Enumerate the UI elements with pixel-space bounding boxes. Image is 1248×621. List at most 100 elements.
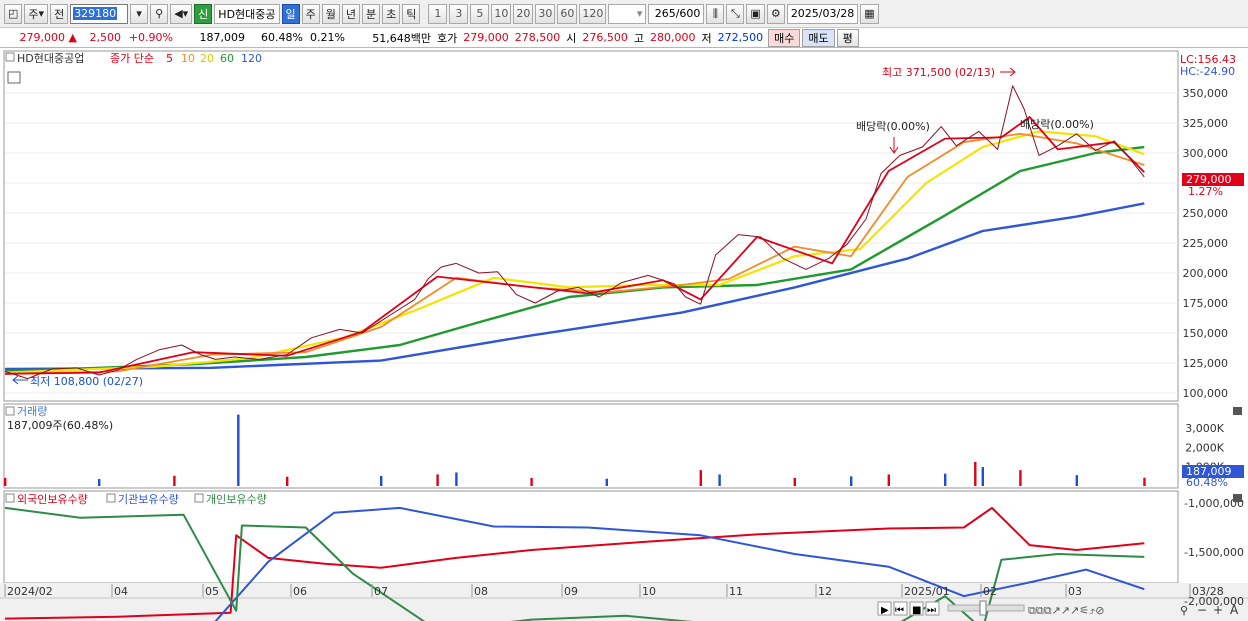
interval-3[interactable]: 3 [449, 3, 469, 24]
interval-120[interactable]: 120 [579, 3, 607, 24]
volume-panel-frame [3, 403, 1179, 489]
holdings-panel-close-icon[interactable] [1233, 494, 1242, 502]
holdings-tick-label: -2,000,000 [1184, 595, 1244, 608]
volume-bar [1019, 470, 1022, 486]
draw-tool-icon[interactable]: ⤡ [726, 3, 745, 24]
series-lines [4, 85, 1145, 621]
last-icon: ⏭ [927, 605, 936, 616]
holdings-tick-label: -1,000,000 [1184, 497, 1244, 510]
sound-icon[interactable]: ◀▾ [170, 3, 193, 24]
x-axis: 2024/02 04 05 06 07 08 09 10 11 12 2025/01 02 03 03/2… [4, 584, 1224, 598]
zoom-search-icon[interactable]: ⚲ [1180, 604, 1188, 617]
volume-bar [718, 474, 721, 486]
volume-tag-value: 187,009 [1186, 465, 1232, 478]
chart-menu-icon[interactable]: ◰ [4, 3, 23, 24]
interval-10[interactable]: 10 [491, 3, 512, 24]
period-week[interactable]: 주 [301, 3, 320, 24]
zoom-in-icon[interactable]: + [1213, 603, 1223, 617]
grid-lines [5, 92, 1178, 394]
prev-button[interactable]: 전 [50, 3, 69, 24]
candle-type-icon[interactable]: ⫼ [706, 3, 725, 24]
interval-dropdown[interactable]: ▾ [608, 3, 647, 24]
price-tag: 279,000 1.27% [1182, 173, 1244, 198]
x-tick-label: 04 [114, 585, 128, 598]
price-line [4, 85, 1145, 380]
foreign-holding-line [4, 506, 1145, 620]
quote-volume-ratio: 60.48% [261, 31, 303, 44]
annotation-low-arrow [12, 375, 28, 385]
period-tick[interactable]: 틱 [402, 3, 421, 24]
volume-bar [98, 479, 101, 486]
legend-institution: 기관보유수량 [118, 493, 179, 506]
holdings-box-icon-2 [106, 493, 116, 503]
interval-30[interactable]: 30 [535, 3, 556, 24]
interval-5[interactable]: 5 [470, 3, 490, 24]
eval-button[interactable]: 평 [836, 28, 859, 47]
period-month[interactable]: 월 [321, 3, 340, 24]
price-tick-label: 200,000 [1183, 267, 1229, 280]
price-tag-bg [1182, 173, 1244, 186]
quote-change: 2,500 [89, 31, 122, 44]
stop-icon: ■ [912, 605, 921, 616]
volume-bar [173, 475, 176, 486]
holdings-box-icon-3 [194, 493, 204, 503]
period-minute[interactable]: 분 [362, 3, 381, 24]
stock-code-value: 329180 [73, 7, 118, 20]
stop-button[interactable] [909, 601, 924, 616]
ma120-line [4, 202, 1145, 371]
legend-ma60: 60 [220, 52, 234, 65]
legend-box-icon [5, 52, 15, 62]
price-tick-label: 325,000 [1183, 117, 1229, 130]
grid-toggle-icon[interactable] [7, 71, 21, 84]
search-icon[interactable]: ⚲ [150, 3, 169, 24]
gear-icon[interactable]: ⚙ [766, 3, 785, 24]
period-day[interactable]: 일 [281, 3, 300, 24]
quote-high-label: 고 [633, 31, 644, 45]
zoom-out-icon[interactable]: − [1197, 603, 1207, 617]
institution-holding-line [214, 506, 1145, 621]
period-second[interactable]: 초 [382, 3, 401, 24]
holdings-tick-label: -1,500,000 [1184, 546, 1244, 559]
volume-bar [237, 414, 240, 486]
price-tick-label: 125,000 [1183, 357, 1229, 370]
volume-bar [436, 474, 439, 486]
buy-button[interactable]: 매수 [768, 28, 801, 47]
volume-bar [455, 472, 458, 486]
volume-tick-label: 3,000K [1185, 422, 1224, 435]
interval-60[interactable]: 60 [557, 3, 578, 24]
first-button[interactable] [893, 601, 908, 616]
annotation-dividend-1: 배당락(0.00%) [856, 120, 930, 133]
volume-panel-close-icon[interactable] [1233, 407, 1242, 415]
market-type-select[interactable]: 주 ▾ [24, 3, 49, 24]
font-size-icon[interactable]: A [1230, 603, 1239, 617]
code-dropdown-icon[interactable]: ▾ [130, 3, 149, 24]
interval-1[interactable]: 1 [428, 3, 448, 24]
quote-ask-label: 호가 [437, 31, 458, 45]
period-year[interactable]: 년 [341, 3, 361, 24]
calendar-icon[interactable]: ▦ [860, 3, 879, 24]
stock-name-field[interactable]: HD현대중공 [214, 3, 280, 24]
quote-low: 272,500 [717, 31, 764, 44]
sell-button[interactable]: 매도 [802, 28, 835, 47]
stock-code-input[interactable]: 329180 [70, 3, 129, 24]
interval-20[interactable]: 20 [513, 3, 534, 24]
chart-area[interactable]: 100,000 125,000 150,000 175,000 200,000 225,0… [0, 48, 1248, 621]
volume-tag-pct: 60.48% [1186, 476, 1228, 489]
volume-bar [974, 461, 977, 486]
count-field[interactable]: 265/600 [648, 3, 705, 24]
price-tag-pct: 1.27% [1188, 185, 1223, 198]
last-button[interactable] [925, 601, 940, 616]
date-field[interactable]: 2025/03/28 [786, 3, 859, 24]
quote-turnover: 0.21% [310, 31, 345, 44]
volume-bar [530, 477, 533, 486]
save-icon[interactable]: ▣ [746, 3, 765, 24]
first-icon: ⏮ [895, 605, 904, 616]
x-tick-label: 03/28 [1192, 585, 1224, 598]
x-tick-label: 07 [374, 585, 388, 598]
zoom-slider-handle[interactable] [979, 600, 987, 616]
scroll-right-button[interactable] [877, 601, 892, 616]
x-tick-label: 09 [564, 585, 578, 598]
new-badge[interactable]: 신 [194, 3, 213, 24]
tool-icons[interactable]: ⧉⧉⧉↗↗↗⚟⤴⊘ [1028, 604, 1104, 617]
ma5-line [4, 116, 1145, 375]
